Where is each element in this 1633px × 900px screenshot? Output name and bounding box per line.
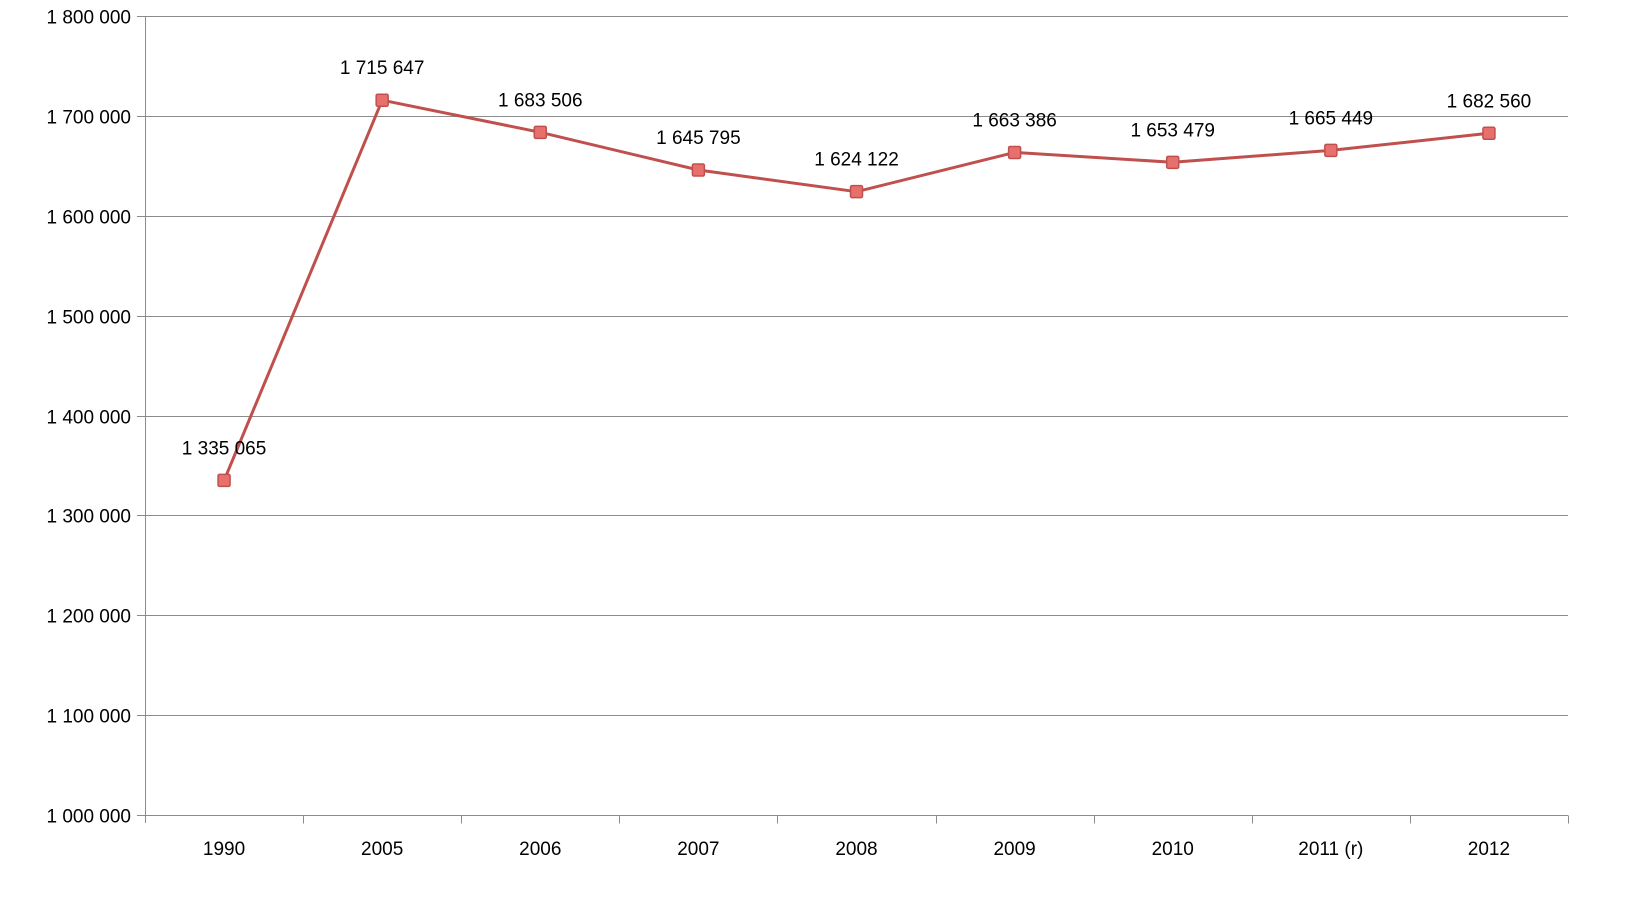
x-tick-label: 2006 bbox=[519, 839, 561, 860]
data-point-marker bbox=[691, 163, 706, 177]
series-markers bbox=[217, 93, 1496, 488]
x-tick-label: 2005 bbox=[361, 839, 403, 860]
data-label: 1 683 506 bbox=[498, 90, 583, 111]
data-point-marker bbox=[375, 93, 389, 107]
x-tick-label: 1990 bbox=[203, 839, 245, 860]
data-point-marker bbox=[1165, 155, 1180, 170]
y-tick-label: 1 600 000 bbox=[46, 208, 131, 229]
y-tick-label: 1 400 000 bbox=[46, 408, 131, 429]
y-tick-label: 1 800 000 bbox=[46, 8, 131, 29]
x-tick-label: 2011 (r) bbox=[1298, 839, 1363, 860]
y-tick-label: 1 500 000 bbox=[46, 308, 131, 329]
data-point-marker bbox=[1324, 143, 1338, 158]
data-label: 1 665 449 bbox=[1289, 108, 1374, 129]
data-label: 1 653 479 bbox=[1130, 120, 1215, 141]
x-tick-label: 2007 bbox=[677, 839, 719, 860]
axes bbox=[137, 16, 1569, 824]
x-axis-tick-labels: 1990 2005 2006 2007 2008 2009 2010 2011 (r) 2012 bbox=[203, 839, 1510, 860]
data-point-marker bbox=[217, 473, 231, 488]
x-tick-label: 2008 bbox=[835, 839, 877, 860]
x-tick-label: 2009 bbox=[993, 839, 1035, 860]
y-axis-tick-labels: 1 000 000 1 100 000 1 200 000 1 300 000 1 40… bbox=[46, 8, 131, 828]
y-tick-label: 1 300 000 bbox=[46, 507, 131, 528]
y-tick-label: 1 100 000 bbox=[46, 707, 131, 728]
data-label: 1 624 122 bbox=[814, 150, 899, 171]
data-point-marker bbox=[849, 184, 864, 199]
data-label: 1 335 065 bbox=[182, 438, 267, 459]
x-tick-label: 2012 bbox=[1468, 839, 1510, 860]
y-tick-label: 1 700 000 bbox=[46, 108, 131, 129]
data-point-marker bbox=[1482, 126, 1496, 141]
data-point-marker bbox=[1007, 145, 1022, 160]
data-label: 1 715 647 bbox=[340, 58, 425, 79]
data-labels: 1 335 065 1 715 647 1 683 506 1 645 795 1 62… bbox=[182, 58, 1531, 459]
data-label: 1 682 560 bbox=[1447, 91, 1532, 112]
x-tick-label: 2010 bbox=[1152, 839, 1194, 860]
y-tick-label: 1 000 000 bbox=[46, 807, 131, 828]
data-label: 1 645 795 bbox=[656, 128, 741, 149]
data-label: 1 663 386 bbox=[972, 110, 1057, 131]
data-point-marker bbox=[533, 125, 548, 140]
y-tick-label: 1 200 000 bbox=[46, 607, 131, 628]
